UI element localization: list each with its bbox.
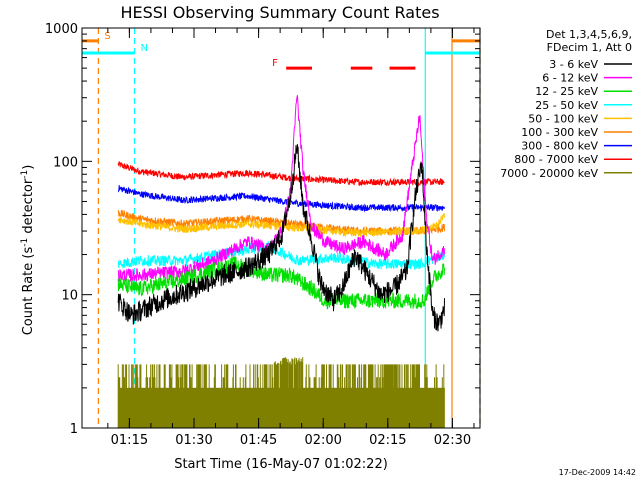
y-axis-label-sup1: -1	[20, 238, 30, 247]
y-tick-label: 10	[61, 289, 78, 304]
y-tick-label: 1000	[45, 22, 78, 37]
series-line	[117, 241, 445, 270]
legend-header-line: Det 1,3,4,5,6,9,	[546, 28, 632, 41]
series-800-7000-kev	[117, 161, 445, 187]
axes: 1 10 100 1000 01:15 01:30 01:45 02:00 02:15 02:30	[45, 22, 481, 448]
y-axis-label-mid: detector	[21, 178, 36, 238]
legend-entry-label: 800 - 7000 keV	[514, 153, 598, 166]
series-line	[117, 144, 445, 332]
legend-header-line: FDecim 1, Att 0	[547, 41, 632, 54]
x-tick-label: 01:15	[111, 433, 148, 448]
x-tick-label: 01:45	[240, 433, 277, 448]
y-axis-label-post: )	[21, 165, 36, 170]
series-300-800-kev	[117, 185, 445, 213]
y-axis-label: Count Rate (s-1 detector-1)	[20, 165, 36, 336]
y-axis-label-pre: Count Rate (s	[21, 247, 36, 336]
legend-entry-label: 50 - 100 keV	[528, 112, 598, 125]
legend-entry-label: 12 - 25 keV	[535, 85, 598, 98]
legend: Det 1,3,4,5,6,9,FDecim 1, Att 0 3 - 6 keV…	[500, 28, 632, 180]
x-tick-label: 02:15	[369, 433, 406, 448]
series-line	[117, 212, 445, 238]
legend-entry-label: 6 - 12 keV	[542, 72, 598, 85]
x-tick-label: 02:30	[434, 433, 471, 448]
series-line	[117, 185, 445, 213]
series-group	[117, 95, 445, 428]
legend-entry-label: 7000 - 20000 keV	[500, 167, 598, 180]
flag-label-s: S	[104, 31, 110, 42]
series-7000-20000-kev	[117, 357, 445, 428]
series-50-100-kev	[117, 212, 445, 238]
plot-frame	[81, 27, 481, 429]
legend-entry-label: 100 - 300 keV	[521, 126, 598, 139]
series-line	[117, 161, 445, 187]
x-axis-label: Start Time (16-May-07 01:02:22)	[174, 457, 388, 472]
flag-label-n: N	[141, 43, 148, 54]
series-band	[118, 387, 445, 428]
footer-timestamp: 17-Dec-2009 14:42	[559, 468, 636, 477]
series-6-12-kev	[117, 95, 445, 283]
y-tick-label: 100	[53, 155, 78, 170]
x-tick-label: 01:30	[175, 433, 212, 448]
flag-label-f: F	[272, 58, 278, 69]
x-tick-label: 02:00	[304, 433, 341, 448]
series-12-25-kev	[117, 256, 445, 310]
series-line	[117, 256, 445, 310]
legend-entry-label: 25 - 50 keV	[535, 99, 598, 112]
chart-title: HESSI Observing Summary Count Rates	[120, 3, 439, 22]
legend-entry-label: 3 - 6 keV	[549, 58, 598, 71]
y-axis-label-sup2: -1	[20, 170, 30, 179]
y-tick-label: 1	[70, 422, 78, 437]
series-line	[117, 95, 445, 283]
series-3-6-kev	[117, 144, 445, 332]
legend-entry-label: 300 - 800 keV	[521, 140, 598, 153]
series-25-50-kev	[117, 241, 445, 270]
